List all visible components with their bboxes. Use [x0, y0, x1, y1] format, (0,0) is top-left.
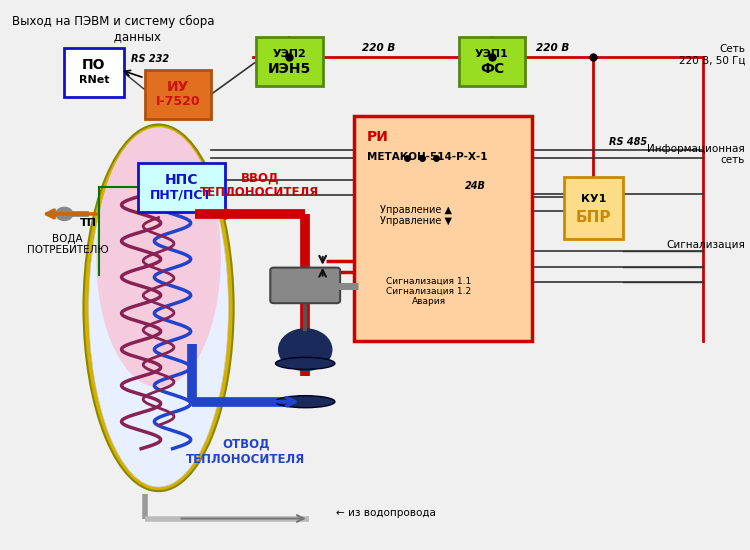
- Text: УЭП2: УЭП2: [272, 49, 306, 59]
- FancyBboxPatch shape: [459, 37, 525, 86]
- Text: КУ1: КУ1: [580, 194, 606, 204]
- Text: ОТВОД
ТЕПЛОНОСИТЕЛЯ: ОТВОД ТЕПЛОНОСИТЕЛЯ: [186, 438, 305, 466]
- Ellipse shape: [88, 129, 229, 487]
- Text: Сигнализация 1.1
Сигнализация 1.2
Авария: Сигнализация 1.1 Сигнализация 1.2 Авария: [386, 277, 472, 306]
- Text: Управление ▲: Управление ▲: [380, 205, 452, 215]
- Text: ТП: ТП: [80, 218, 98, 228]
- Text: Сеть
220 В, 50 Гц: Сеть 220 В, 50 Гц: [679, 44, 745, 66]
- FancyBboxPatch shape: [64, 48, 124, 97]
- Text: 24В: 24В: [464, 182, 485, 191]
- Text: ← из водопровода: ← из водопровода: [335, 508, 436, 518]
- Text: ПНТ/ПСТ: ПНТ/ПСТ: [150, 188, 212, 201]
- Ellipse shape: [83, 124, 234, 491]
- Ellipse shape: [275, 395, 335, 408]
- Text: УЭП1: УЭП1: [475, 49, 508, 59]
- Ellipse shape: [275, 358, 335, 370]
- Text: ВОДА
ПОТРЕБИТЕЛЮ: ВОДА ПОТРЕБИТЕЛЮ: [27, 234, 109, 255]
- Text: Выход на ПЭВМ и систему сбора
             данных: Выход на ПЭВМ и систему сбора данных: [12, 15, 214, 43]
- Text: RS 232: RS 232: [130, 54, 169, 64]
- FancyBboxPatch shape: [563, 177, 623, 239]
- Text: БПР: БПР: [575, 210, 611, 225]
- Text: ИУ: ИУ: [166, 80, 189, 94]
- Text: RS 485: RS 485: [609, 137, 647, 147]
- FancyBboxPatch shape: [145, 70, 211, 119]
- Ellipse shape: [96, 127, 221, 387]
- Text: ПО: ПО: [82, 58, 106, 72]
- Text: ВВОД
ТЕПЛОНОСИТЕЛЯ: ВВОД ТЕПЛОНОСИТЕЛЯ: [200, 172, 320, 200]
- Circle shape: [279, 329, 332, 371]
- Text: ФС: ФС: [480, 62, 504, 76]
- FancyBboxPatch shape: [256, 37, 322, 86]
- Text: I-7520: I-7520: [155, 95, 200, 108]
- Text: 220 В: 220 В: [362, 43, 395, 53]
- Text: RNet: RNet: [79, 75, 110, 85]
- Text: НПС: НПС: [164, 173, 198, 187]
- Text: РИ: РИ: [367, 130, 388, 144]
- FancyBboxPatch shape: [270, 268, 340, 303]
- Text: Сигнализация: Сигнализация: [666, 240, 745, 250]
- Text: 220 В: 220 В: [536, 43, 570, 53]
- Text: Управление ▼: Управление ▼: [380, 216, 452, 226]
- FancyBboxPatch shape: [137, 163, 225, 212]
- Text: МЕТАКОН-514-Р-Х-1: МЕТАКОН-514-Р-Х-1: [367, 152, 488, 162]
- FancyBboxPatch shape: [354, 116, 532, 340]
- Text: Информационная
сеть: Информационная сеть: [647, 144, 745, 166]
- Text: ИЭН5: ИЭН5: [268, 62, 311, 76]
- Circle shape: [56, 207, 73, 221]
